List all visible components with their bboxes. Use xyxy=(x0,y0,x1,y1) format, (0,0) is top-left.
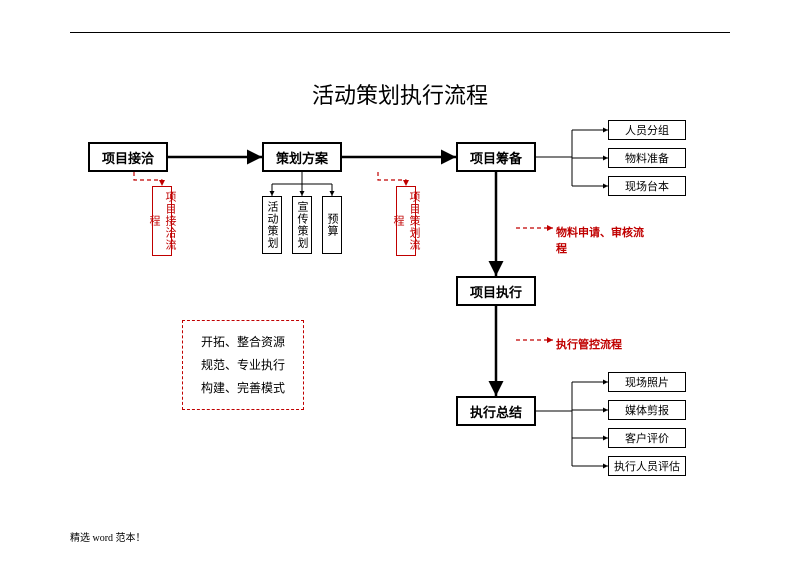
notes-line: 构建、完善模式 xyxy=(201,377,285,400)
notes-line: 开拓、整合资源 xyxy=(201,331,285,354)
sub-node-s5: 项目策划流程 xyxy=(396,186,416,256)
side-node-r6: 客户评价 xyxy=(608,428,686,448)
main-node-n5: 执行总结 xyxy=(456,396,536,426)
main-node-n1: 项目接洽 xyxy=(88,142,168,172)
notes-box: 开拓、整合资源规范、专业执行构建、完善模式 xyxy=(182,320,304,410)
main-node-n2: 策划方案 xyxy=(262,142,342,172)
sub-node-s4: 预算 xyxy=(322,196,342,254)
side-node-r7: 执行人员评估 xyxy=(608,456,686,476)
red-label-l2: 执行管控流程 xyxy=(556,336,646,352)
main-node-n3: 项目筹备 xyxy=(456,142,536,172)
sub-node-s1: 项目接洽流程 xyxy=(152,186,172,256)
side-node-r2: 物料准备 xyxy=(608,148,686,168)
sub-node-s2: 活动策划 xyxy=(262,196,282,254)
footer-text: 精选 word 范本！ xyxy=(70,529,146,544)
notes-line: 规范、专业执行 xyxy=(201,354,285,377)
main-node-n4: 项目执行 xyxy=(456,276,536,306)
sub-node-s3: 宣传策划 xyxy=(292,196,312,254)
side-node-r3: 现场台本 xyxy=(608,176,686,196)
top-rule xyxy=(70,32,730,33)
side-node-r5: 媒体剪报 xyxy=(608,400,686,420)
red-label-l1: 物料申请、审核流程 xyxy=(556,224,646,256)
side-node-r4: 现场照片 xyxy=(608,372,686,392)
side-node-r1: 人员分组 xyxy=(608,120,686,140)
page-title: 活动策划执行流程 xyxy=(0,78,800,110)
